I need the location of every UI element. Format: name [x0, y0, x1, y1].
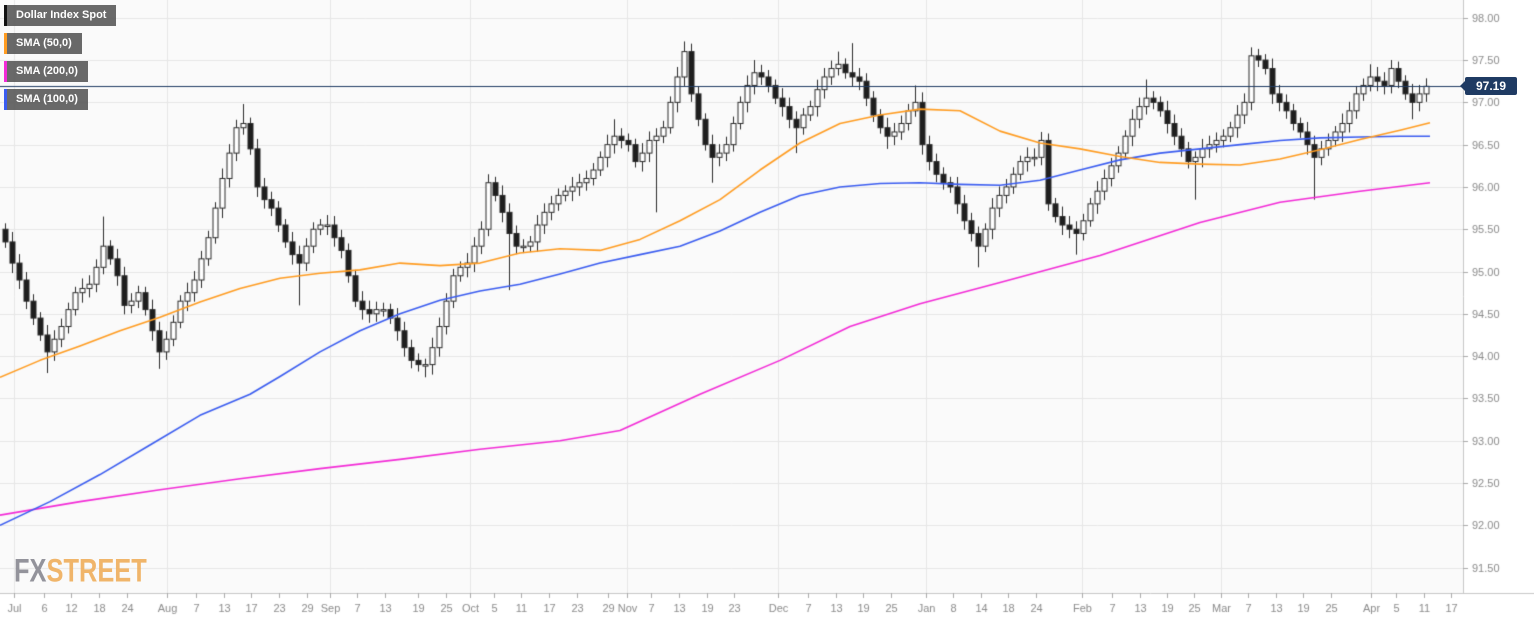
legend-color-bar: [4, 61, 7, 82]
legend-item-1: SMA (50,0): [4, 33, 82, 54]
legend-item-2: SMA (200,0): [4, 61, 88, 82]
legend-label: SMA (200,0): [16, 65, 78, 77]
legend-label: SMA (100,0): [16, 93, 78, 105]
chart-legend: Dollar Index Spot SMA (50,0) SMA (200,0) SM…: [4, 5, 117, 117]
legend-color-bar: [4, 5, 7, 26]
current-price-label: 97.19: [1460, 77, 1517, 95]
current-price-value: 97.19: [1475, 79, 1507, 93]
legend-item-0: Dollar Index Spot: [4, 5, 117, 26]
legend-label: SMA (50,0): [16, 37, 72, 49]
time-axis[interactable]: [0, 593, 1534, 626]
fxstreet-logo: FXSTREET: [14, 552, 147, 590]
legend-label: Dollar Index Spot: [16, 9, 107, 21]
fxstreet-logo-fx: FX: [14, 552, 47, 589]
legend-color-bar: [4, 33, 7, 54]
fxstreet-logo-street: STREET: [46, 552, 147, 589]
legend-item-3: SMA (100,0): [4, 89, 88, 110]
legend-color-bar: [4, 89, 7, 110]
